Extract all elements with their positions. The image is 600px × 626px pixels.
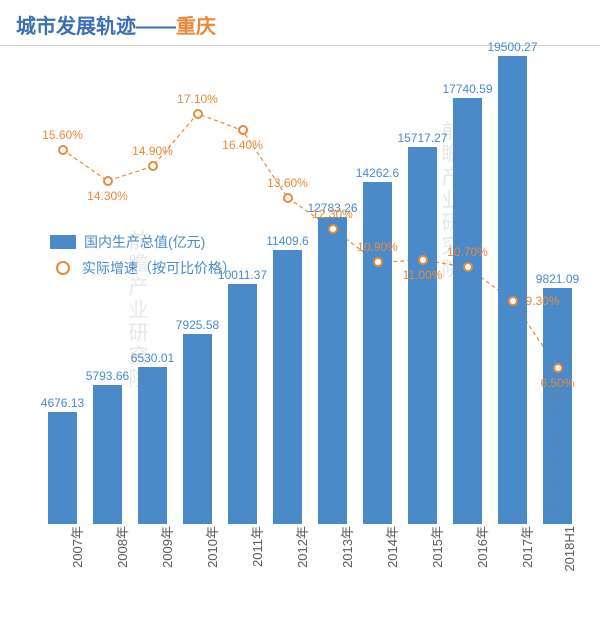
gdp-bar: 17740.59 xyxy=(453,98,483,524)
title-city: 重庆 xyxy=(176,16,216,38)
gdp-bar-label: 6530.01 xyxy=(131,351,174,367)
growth-marker-label: 6.50% xyxy=(540,376,574,390)
gdp-bar-label: 7925.58 xyxy=(176,318,219,334)
x-tick-label: 2012年 xyxy=(292,526,311,568)
growth-marker xyxy=(283,193,293,203)
x-tick-label: 2017年 xyxy=(517,526,536,568)
x-axis: 2007年 2008年 2009年 2010年 2011年 2012年 2013年 2014年… xyxy=(40,524,580,574)
x-tick-label: 2011年 xyxy=(247,526,266,567)
growth-marker-label: 11.00% xyxy=(403,268,443,282)
gdp-bar-label: 10011.37 xyxy=(218,268,267,284)
x-tick-label: 2010年 xyxy=(202,526,221,568)
x-tick-label: 2013年 xyxy=(337,526,356,568)
gdp-bar: 19500.27 xyxy=(498,56,528,524)
growth-marker-label: 15.60% xyxy=(42,128,83,142)
gdp-bar: 6530.01 xyxy=(138,367,168,524)
growth-marker xyxy=(553,363,563,373)
x-tick-label: 2007年 xyxy=(67,526,86,568)
growth-marker xyxy=(58,145,68,155)
x-tick-label: 2009年 xyxy=(157,526,176,568)
gdp-bar: 14262.6 xyxy=(363,182,393,524)
growth-marker-label: 17.10% xyxy=(177,92,218,106)
growth-marker-label: 16.40% xyxy=(222,138,263,152)
title-prefix: 城市发展轨迹—— xyxy=(16,16,176,38)
growth-marker xyxy=(418,255,428,265)
gdp-bar: 12783.26 xyxy=(318,217,348,524)
growth-marker-label: 10.90% xyxy=(357,240,398,254)
growth-marker-label: 12.30% xyxy=(312,207,353,221)
x-tick-label: 2014年 xyxy=(382,526,401,568)
growth-marker xyxy=(238,125,248,135)
page-title: 城市发展轨迹——重庆 xyxy=(16,16,216,38)
gdp-bar: 15717.27 xyxy=(408,147,438,524)
gdp-bar-label: 15717.27 xyxy=(397,131,447,147)
chart-plot: 4676.135793.666530.017925.5810011.371140… xyxy=(40,44,580,524)
gdp-bar: 7925.58 xyxy=(183,334,213,524)
x-tick-label: 2008年 xyxy=(112,526,131,568)
gdp-bar-label: 4676.13 xyxy=(41,396,84,412)
growth-marker xyxy=(373,257,383,267)
gdp-bar-label: 9821.09 xyxy=(536,272,579,288)
growth-marker xyxy=(193,109,203,119)
growth-marker-label: 14.90% xyxy=(132,144,173,158)
gdp-bar-label: 19500.27 xyxy=(487,40,537,56)
growth-marker-label: 10.70% xyxy=(447,245,488,259)
chart-area: 4676.135793.666530.017925.5810011.371140… xyxy=(20,44,580,574)
gdp-bar: 10011.37 xyxy=(228,284,258,524)
growth-marker xyxy=(508,296,518,306)
gdp-bar-label: 17740.59 xyxy=(442,82,492,98)
x-tick-label: 2016年 xyxy=(472,526,491,568)
growth-marker xyxy=(103,176,113,186)
x-tick-label: 2015年 xyxy=(427,526,446,568)
x-tick-label: 2018H1 xyxy=(562,526,577,572)
gdp-bar: 11409.6 xyxy=(273,250,303,524)
growth-marker xyxy=(463,262,473,272)
growth-marker xyxy=(148,161,158,171)
gdp-bar: 9821.09 xyxy=(543,288,573,524)
gdp-bar: 4676.13 xyxy=(48,412,78,524)
growth-marker-label: 13.60% xyxy=(267,176,308,190)
gdp-bar-label: 5793.66 xyxy=(86,369,129,385)
gdp-bar-label: 11409.6 xyxy=(266,234,309,250)
gdp-bar-label: 14262.6 xyxy=(356,166,399,182)
growth-marker-label: 14.30% xyxy=(87,189,128,203)
growth-marker xyxy=(328,224,338,234)
growth-marker-label: 9.30% xyxy=(525,294,559,308)
gdp-bar: 5793.66 xyxy=(93,385,123,524)
